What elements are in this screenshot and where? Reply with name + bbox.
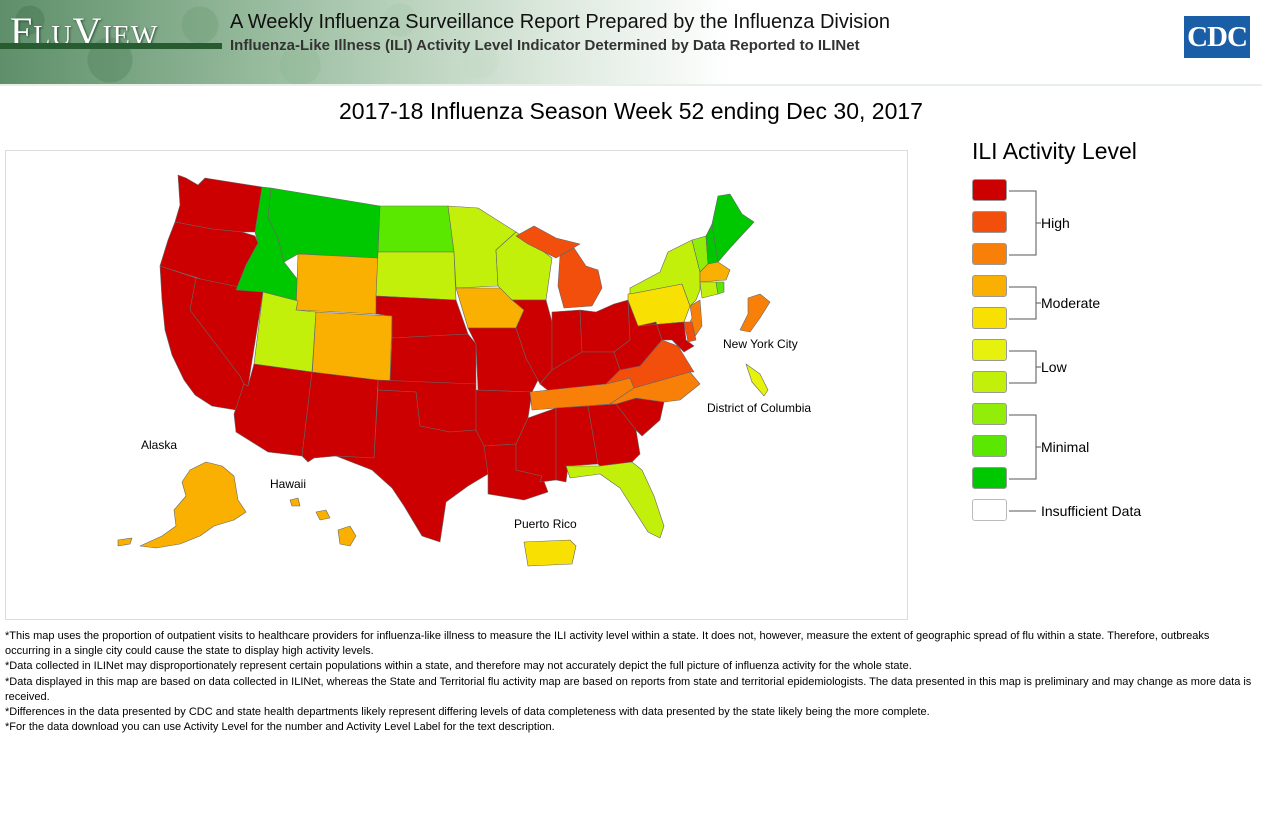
state-Connecticut[interactable] xyxy=(699,281,719,299)
legend-label-low: Low xyxy=(1041,359,1067,375)
state-New-York[interactable] xyxy=(629,239,701,307)
report-subtitle: Influenza-Like Illness (ILI) Activity Le… xyxy=(230,37,860,54)
state-Alaska[interactable] xyxy=(139,461,247,549)
state-Michigan-UP[interactable] xyxy=(515,225,581,259)
legend-swatch-level-7 xyxy=(972,275,1007,297)
state-Kansas[interactable] xyxy=(389,333,477,385)
legend-swatch-level-6 xyxy=(972,307,1007,329)
legend-label-insufficient: Insufficient Data xyxy=(1041,503,1142,519)
state-Hawaii-oahu[interactable] xyxy=(289,497,301,507)
legend-label-moderate: Moderate xyxy=(1041,295,1101,311)
legend-swatch-insufficient xyxy=(972,499,1007,521)
footnotes: *This map uses the proportion of outpati… xyxy=(5,629,1255,735)
report-title: A Weekly Influenza Surveillance Report P… xyxy=(230,11,890,33)
state-New-Mexico[interactable] xyxy=(301,371,379,463)
state-Hawaii-big[interactable] xyxy=(337,525,357,547)
state-Michigan[interactable] xyxy=(557,247,603,309)
legend-swatch-level-3 xyxy=(972,403,1007,425)
legend-label-minimal: Minimal xyxy=(1041,439,1090,455)
state-Hawaii-maui[interactable] xyxy=(315,509,331,521)
state-Colorado[interactable] xyxy=(311,311,393,383)
label-new-york-city: New York City xyxy=(723,337,798,351)
label-hawaii: Hawaii xyxy=(270,477,307,491)
state-Maryland[interactable] xyxy=(637,321,695,353)
legend-swatch-level-2 xyxy=(972,435,1007,457)
state-District-of-Columbia[interactable] xyxy=(745,363,769,397)
legend-swatch-level-4 xyxy=(972,371,1007,393)
cdc-swoosh-icon xyxy=(1184,50,1250,57)
state-Ohio[interactable] xyxy=(579,299,631,353)
state-Maine[interactable] xyxy=(711,193,755,263)
logo-rule xyxy=(0,43,222,49)
legend-swatch-level-1 xyxy=(972,467,1007,489)
legend-brackets xyxy=(1009,190,1041,512)
state-South-Dakota[interactable] xyxy=(375,251,457,301)
legend-swatch-level-5 xyxy=(972,339,1007,361)
footnote: *For the data download you can use Activ… xyxy=(5,721,555,734)
state-Puerto-Rico[interactable] xyxy=(523,539,577,567)
legend-swatch-level-9 xyxy=(972,211,1007,233)
legend-label-high: High xyxy=(1041,215,1070,231)
map-title: 2017-18 Influenza Season Week 52 ending … xyxy=(339,98,923,124)
footnote: *Differences in the data presented by CD… xyxy=(5,706,930,719)
legend-swatch-level-10 xyxy=(972,179,1007,201)
state-Alaska-aleutian[interactable] xyxy=(117,537,133,547)
footnote: *Data displayed in this map are based on… xyxy=(5,675,1252,703)
state-Delaware[interactable] xyxy=(683,321,697,343)
legend-title: ILI Activity Level xyxy=(972,138,1137,164)
us-ili-map xyxy=(117,174,771,567)
label-alaska: Alaska xyxy=(141,438,178,452)
state-New-York-City[interactable] xyxy=(739,293,771,333)
state-Washington[interactable] xyxy=(174,174,263,233)
label-puerto-rico: Puerto Rico xyxy=(514,517,577,531)
legend-swatch-level-8 xyxy=(972,243,1007,265)
state-Florida[interactable] xyxy=(565,461,665,539)
state-Montana[interactable] xyxy=(267,187,381,263)
state-Rhode-Island[interactable] xyxy=(715,281,725,295)
label-district-of-columbia: District of Columbia xyxy=(707,401,812,415)
state-Texas[interactable] xyxy=(335,389,489,543)
state-North-Dakota[interactable] xyxy=(377,205,455,253)
footnote: *This map uses the proportion of outpati… xyxy=(5,630,1210,658)
banner-divider xyxy=(0,84,1262,86)
footnote: *Data collected in ILINet may disproport… xyxy=(5,660,912,673)
state-Wyoming[interactable] xyxy=(295,253,379,315)
